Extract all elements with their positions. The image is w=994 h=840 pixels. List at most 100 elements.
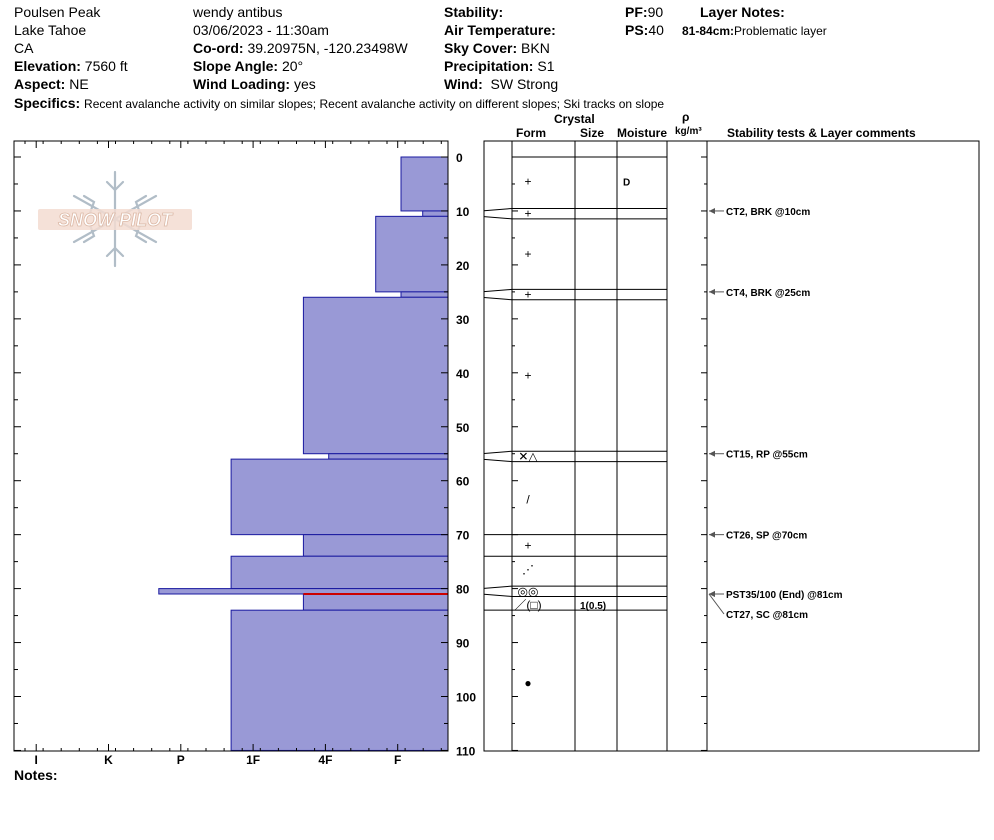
crystal-form-symbol: ◎◎ (518, 584, 539, 598)
specifics-label: Specifics: (14, 95, 81, 111)
layer-boundary-connector (483, 585, 513, 589)
logo-text: SNOW PILOT (58, 210, 174, 230)
pf-label: PF: (625, 4, 648, 20)
ps-label: PS: (625, 22, 649, 38)
stability-test-label: CT2, BRK @10cm (726, 207, 810, 218)
layer-boundary-connector (483, 458, 513, 463)
stability-arrow-head (709, 450, 715, 457)
depth-tick-label: 100 (456, 691, 476, 705)
specifics-text: Recent avalanche activity on similar slo… (84, 97, 665, 111)
layer-boundary-connector (483, 297, 513, 301)
hardness-tick-label: K (104, 753, 113, 767)
wind-loading-value: yes (293, 76, 316, 92)
hardness-layer-bar (400, 156, 449, 212)
hardness-tick-label: 1F (246, 753, 260, 767)
crystal-form-symbol: + (524, 538, 531, 552)
crystal-header: Crystal (554, 112, 595, 126)
depth-tick-label: 30 (456, 313, 470, 327)
depth-tick-label: 20 (456, 259, 470, 273)
slope-angle: Slope Angle: 20° (193, 58, 303, 74)
hardness-tick-label: F (394, 753, 401, 767)
hardness-layer-bar (375, 215, 449, 293)
datetime: 03/06/2023 - 11:30am (193, 22, 329, 38)
hardness-plot-frame (13, 140, 449, 752)
stability-arrow-head (709, 207, 715, 214)
layer-note: 81-84cm:Problematic layer (682, 23, 827, 39)
elevation: Elevation: 7560 ft (14, 58, 128, 74)
slope-label: Slope Angle: (193, 58, 279, 74)
crystal-form-symbol: ／(□) (514, 598, 541, 612)
crystal-form-symbol: / (526, 493, 530, 507)
hardness-layer-bar (302, 593, 449, 611)
aspect-value: NE (69, 76, 89, 92)
layer-boundary-connector (483, 216, 513, 220)
coordinates: Co-ord: 39.20975N, -120.23498W (193, 40, 408, 56)
observer: wendy antibus (193, 4, 283, 20)
elevation-label: Elevation: (14, 58, 81, 74)
hardness-layer-bar (230, 555, 449, 590)
crystal-form-symbol: + (524, 288, 531, 302)
region: Lake Tahoe (14, 22, 87, 38)
stability-test-label: CT15, RP @55cm (726, 450, 808, 461)
layer-note-text: Problematic layer (734, 24, 827, 38)
depth-tick-label: 80 (456, 583, 470, 597)
precip-label: Precipitation: (444, 58, 534, 74)
hardness-layer-bar (400, 291, 449, 298)
slope-value: 20° (281, 58, 304, 74)
size-header: Size (580, 126, 605, 140)
sky-label: Sky Cover: (444, 40, 518, 56)
crystal-form-symbol: ✕△ (518, 449, 538, 463)
stability-arrow-head (709, 590, 715, 597)
stability-label: Stability: (444, 4, 504, 20)
crystal-form-symbol: ● (524, 676, 531, 690)
stability-arrow-head (709, 288, 715, 295)
stability-test-label: CT27, SC @81cm (726, 610, 808, 621)
layer-table-frame (483, 140, 980, 752)
layer-notes-label: Layer Notes: (700, 4, 785, 20)
crystal-form-symbol: + (524, 368, 531, 382)
hardness-layer-bar (230, 609, 449, 751)
stability-arrow-head (709, 531, 715, 538)
depth-tick-label: 70 (456, 529, 470, 543)
hardness-tick-label: I (35, 753, 38, 767)
elevation-value: 7560 ft (84, 58, 128, 74)
hardness-layer-bar (230, 458, 449, 536)
stability-header: Stability tests & Layer comments (727, 126, 916, 140)
depth-tick-label: 0 (456, 151, 463, 165)
hardness-tick-label: P (177, 753, 185, 767)
depth-tick-label: 60 (456, 475, 470, 489)
depth-tick-label: 40 (456, 367, 470, 381)
aspect-label: Aspect: (14, 76, 66, 92)
moisture-header: Moisture (617, 126, 668, 140)
hardness-layer-bar (302, 534, 449, 557)
depth-tick-label: 50 (456, 421, 470, 435)
coord-label: Co-ord: (193, 40, 244, 56)
sky-value: BKN (521, 40, 550, 56)
stability-arrow-line (708, 593, 725, 615)
ps: PS:40 (625, 22, 664, 38)
density-unit-header: kg/m³ (675, 126, 702, 137)
layer-boundary-connector (483, 207, 513, 212)
wind-loading-label: Wind Loading: (193, 76, 291, 92)
crystal-form-symbol: ⋰ (522, 563, 534, 577)
crystal-form-symbol: + (524, 207, 531, 221)
wind: Wind: SW Strong (444, 76, 558, 92)
layer-note-range: 81-84cm: (682, 24, 735, 38)
depth-tick-label: 10 (456, 205, 470, 219)
stability-test-label: PST35/100 (End) @81cm (726, 590, 843, 601)
stability-test-label: CT4, BRK @25cm (726, 288, 810, 299)
wind-loading: Wind Loading: yes (193, 76, 316, 92)
stability-test-label: CT26, SP @70cm (726, 531, 807, 542)
specifics: Specifics: Recent avalanche activity on … (14, 95, 664, 112)
pf-value: 90 (647, 4, 664, 20)
hardness-layer-bar (328, 453, 449, 460)
moisture-value: D (623, 177, 630, 188)
hardness-layer-bar (302, 296, 449, 455)
sky-cover: Sky Cover: BKN (444, 40, 550, 56)
layer-boundary-connector (483, 450, 513, 454)
crystal-form-symbol: + (524, 247, 531, 261)
pf: PF:90 (625, 4, 663, 20)
hardness-tick-label: 4F (318, 753, 332, 767)
aspect: Aspect: NE (14, 76, 89, 92)
